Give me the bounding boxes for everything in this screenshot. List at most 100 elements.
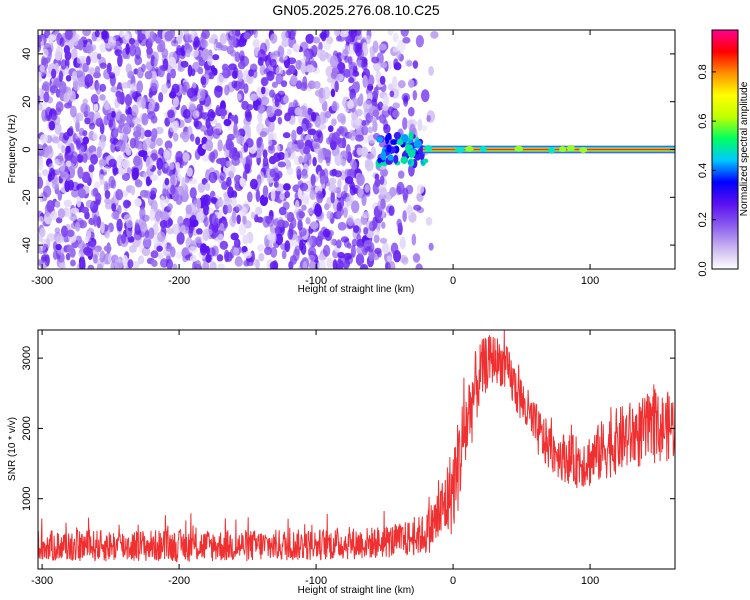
spectrogram-blob xyxy=(341,158,346,167)
spectrogram-blob xyxy=(184,218,191,227)
spectrogram-blob xyxy=(299,239,304,252)
spectrogram-blob xyxy=(118,139,126,152)
snr-y-ticks: 1000 2000 3000 xyxy=(21,346,675,511)
spectrogram-blob xyxy=(303,49,310,62)
spectrogram-blob xyxy=(208,247,216,257)
spectrogram-blob xyxy=(239,50,245,62)
spectrogram-blob xyxy=(38,34,43,43)
spectrogram-blob xyxy=(109,74,116,87)
spectrogram-blob xyxy=(71,181,80,192)
spectrogram-blob xyxy=(145,156,154,170)
spectrogram-blob xyxy=(379,175,385,185)
spectrogram-blob xyxy=(299,182,309,192)
spectrogram-blob xyxy=(386,144,392,153)
spectrogram-blob xyxy=(407,149,416,158)
spectrogram-blob xyxy=(282,54,288,61)
spectrogram-blob xyxy=(96,53,102,60)
spectrogram-blob xyxy=(109,137,119,145)
spectrogram-blob xyxy=(82,98,88,106)
spectrogram-blob xyxy=(213,85,223,98)
spectrogram-blob xyxy=(363,227,369,235)
spectrogram-blob xyxy=(341,45,351,57)
spectrogram-blob xyxy=(65,145,71,154)
spectrogram-blob xyxy=(189,103,196,111)
spectrogram-blob xyxy=(189,187,197,199)
spectrogram-blob xyxy=(104,190,111,199)
spectrogram-blob xyxy=(69,105,77,118)
spectrogram-blob xyxy=(406,60,413,67)
spectrogram-blob xyxy=(305,216,311,225)
spectrogram-blob xyxy=(94,30,100,38)
spectrogram-blob xyxy=(58,70,64,82)
spectrogram-blob xyxy=(195,136,201,146)
spectrogram-blob xyxy=(365,220,375,229)
spectrogram-blob xyxy=(275,66,284,76)
spectrogram-blob xyxy=(88,164,95,173)
spectrogram-y-tick-label: 0 xyxy=(21,146,33,152)
spectrogram-blob xyxy=(231,210,237,224)
spectrogram-blob xyxy=(347,99,354,109)
spectrogram-blob xyxy=(85,199,94,209)
spectrogram-blob xyxy=(295,59,303,70)
spectrogram-blob xyxy=(380,61,388,69)
spectrogram-blob xyxy=(361,132,370,144)
spectrogram-blob xyxy=(129,137,137,149)
spectrogram-blob xyxy=(241,245,248,253)
spectrogram-blob xyxy=(283,183,291,191)
spectrogram-blob xyxy=(425,216,433,226)
spectrogram-blob xyxy=(122,199,131,209)
spectrogram-blob xyxy=(336,258,344,269)
spectrogram-blob xyxy=(205,139,214,152)
spectrogram-blob xyxy=(167,218,174,227)
spectrogram-blob xyxy=(92,254,98,264)
spectrogram-blob xyxy=(219,171,226,181)
spectrogram-blob xyxy=(430,30,439,39)
spectrogram-blob xyxy=(337,178,342,190)
spectrogram-blob xyxy=(210,196,218,204)
spectrogram-blob xyxy=(148,101,155,112)
spectrogram-x-ticks: -300 -200 -100 0 100 xyxy=(31,30,599,287)
spectrogram-blob xyxy=(131,91,139,99)
spectrogram-blob xyxy=(393,131,401,140)
spectrogram-blob xyxy=(291,233,299,247)
spectrogram-blob xyxy=(172,96,179,108)
spectrogram-blob xyxy=(348,61,358,70)
spectrogram-blob xyxy=(274,98,280,107)
spectrogram-blob xyxy=(78,145,85,156)
spectrogram-blob xyxy=(60,171,69,180)
spectrogram-blob xyxy=(353,42,362,54)
spectrogram-blob xyxy=(224,160,233,168)
spectrogram-blob xyxy=(91,51,99,64)
spectrogram-blob xyxy=(149,174,159,181)
spectrogram-blob xyxy=(153,57,159,67)
spectrogram-blob xyxy=(337,221,347,231)
spectrogram-blob xyxy=(127,259,134,269)
spectrogram-blob xyxy=(132,130,142,138)
spectrogram-blob xyxy=(337,62,346,71)
spectrogram-blob xyxy=(144,30,151,39)
spectrogram-blob xyxy=(310,111,317,122)
snr-x-tick-label: -300 xyxy=(31,575,53,587)
spectrogram-blob xyxy=(75,137,81,151)
spectrogram-blob xyxy=(177,173,182,182)
spectrogram-blob xyxy=(236,214,241,225)
spectrogram-blob xyxy=(167,203,173,211)
spectrogram-blob xyxy=(340,30,349,38)
spectrogram-blob xyxy=(365,35,371,45)
spectrogram-blob xyxy=(303,197,310,205)
signal-band-knot xyxy=(465,145,474,152)
spectrogram-blob xyxy=(85,44,94,54)
spectrogram-blob xyxy=(93,103,99,112)
spectrogram-blob xyxy=(218,209,223,219)
spectrogram-blob xyxy=(278,206,287,216)
spectrogram-blob xyxy=(46,199,55,213)
spectrogram-x-tick-label: 0 xyxy=(450,275,456,287)
spectrogram-blob xyxy=(231,70,238,79)
spectrogram-blob xyxy=(396,181,405,195)
spectrogram-blob xyxy=(197,88,206,102)
spectrogram-blob xyxy=(95,199,101,206)
spectrogram-blob xyxy=(59,160,66,173)
spectrogram-y-tick-label: 20 xyxy=(21,96,33,108)
spectrogram-blob xyxy=(159,258,169,268)
